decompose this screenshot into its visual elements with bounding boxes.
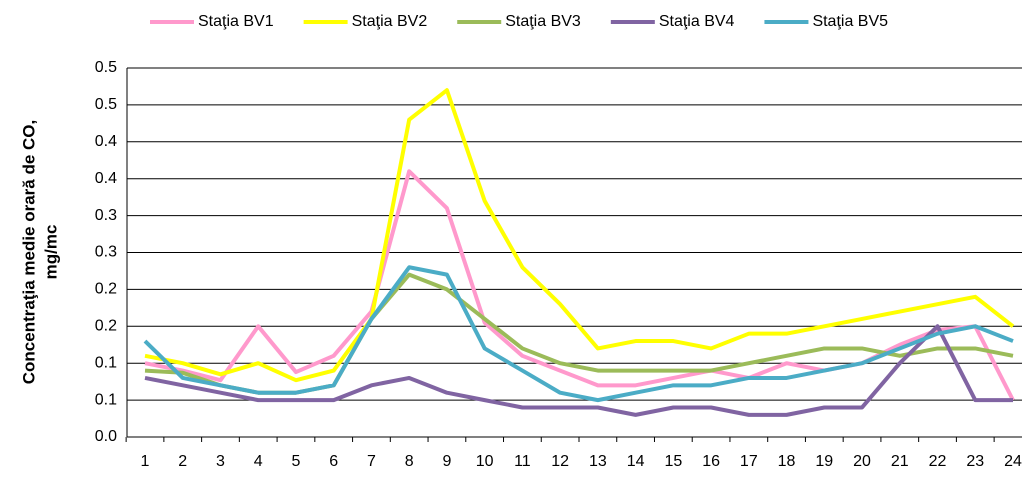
y-axis-title-line: mg/mc xyxy=(41,225,60,280)
y-tick-label: 0.1 xyxy=(95,391,117,408)
x-tick-label: 14 xyxy=(627,453,645,470)
x-tick-label: 6 xyxy=(329,453,338,470)
legend-label: Staţia BV4 xyxy=(659,13,735,30)
y-tick-label: 0.5 xyxy=(95,96,117,113)
y-tick-label: 0.0 xyxy=(95,428,117,445)
x-tick-label: 4 xyxy=(254,453,263,470)
x-tick-label: 23 xyxy=(966,453,984,470)
x-tick-label: 1 xyxy=(141,453,150,470)
legend-label: Staţia BV3 xyxy=(505,13,581,30)
y-tick-label: 0.3 xyxy=(95,244,117,261)
x-tick-label: 19 xyxy=(815,453,833,470)
x-tick-label: 11 xyxy=(514,453,531,470)
legend-label: Staţia BV1 xyxy=(198,13,274,30)
y-axis-title-line: Concentraţia medie orară de CO, xyxy=(19,120,38,385)
x-tick-label: 15 xyxy=(664,453,682,470)
x-tick-label: 18 xyxy=(778,453,796,470)
x-tick-label: 9 xyxy=(442,453,451,470)
y-tick-label: 0.3 xyxy=(95,207,117,224)
series-line xyxy=(144,88,1015,383)
x-tick-label: 5 xyxy=(292,453,301,470)
y-tick-label: 0.1 xyxy=(95,354,117,371)
y-tick-label: 0.5 xyxy=(95,59,117,76)
x-tick-label: 8 xyxy=(405,453,414,470)
x-tick-label: 12 xyxy=(551,453,569,470)
y-tick-label: 0.2 xyxy=(95,281,117,298)
x-tick-label: 16 xyxy=(702,453,720,470)
series-line xyxy=(143,265,1014,403)
x-tick-label: 20 xyxy=(853,453,871,470)
x-tick-label: 22 xyxy=(929,453,947,470)
legend-label: Staţia BV2 xyxy=(352,13,428,30)
series-line xyxy=(144,272,1014,395)
x-tick-label: 24 xyxy=(1004,453,1022,470)
x-tick-label: 2 xyxy=(178,453,187,470)
x-tick-label: 10 xyxy=(476,453,494,470)
y-tick-label: 0.4 xyxy=(95,133,117,150)
y-axis-title: Concentraţia medie orară de CO, mg/mc xyxy=(19,120,60,385)
x-tick-label: 17 xyxy=(740,453,758,470)
x-tick-label: 13 xyxy=(589,453,607,470)
series-line xyxy=(144,324,1013,417)
legend-label: Staţia BV5 xyxy=(812,13,888,30)
x-tick-label: 7 xyxy=(367,453,376,470)
x-tick-label: 3 xyxy=(216,453,225,470)
y-tick-label: 0.4 xyxy=(95,170,117,187)
y-tick-label: 0.2 xyxy=(95,318,117,335)
x-tick-label: 21 xyxy=(891,453,909,470)
